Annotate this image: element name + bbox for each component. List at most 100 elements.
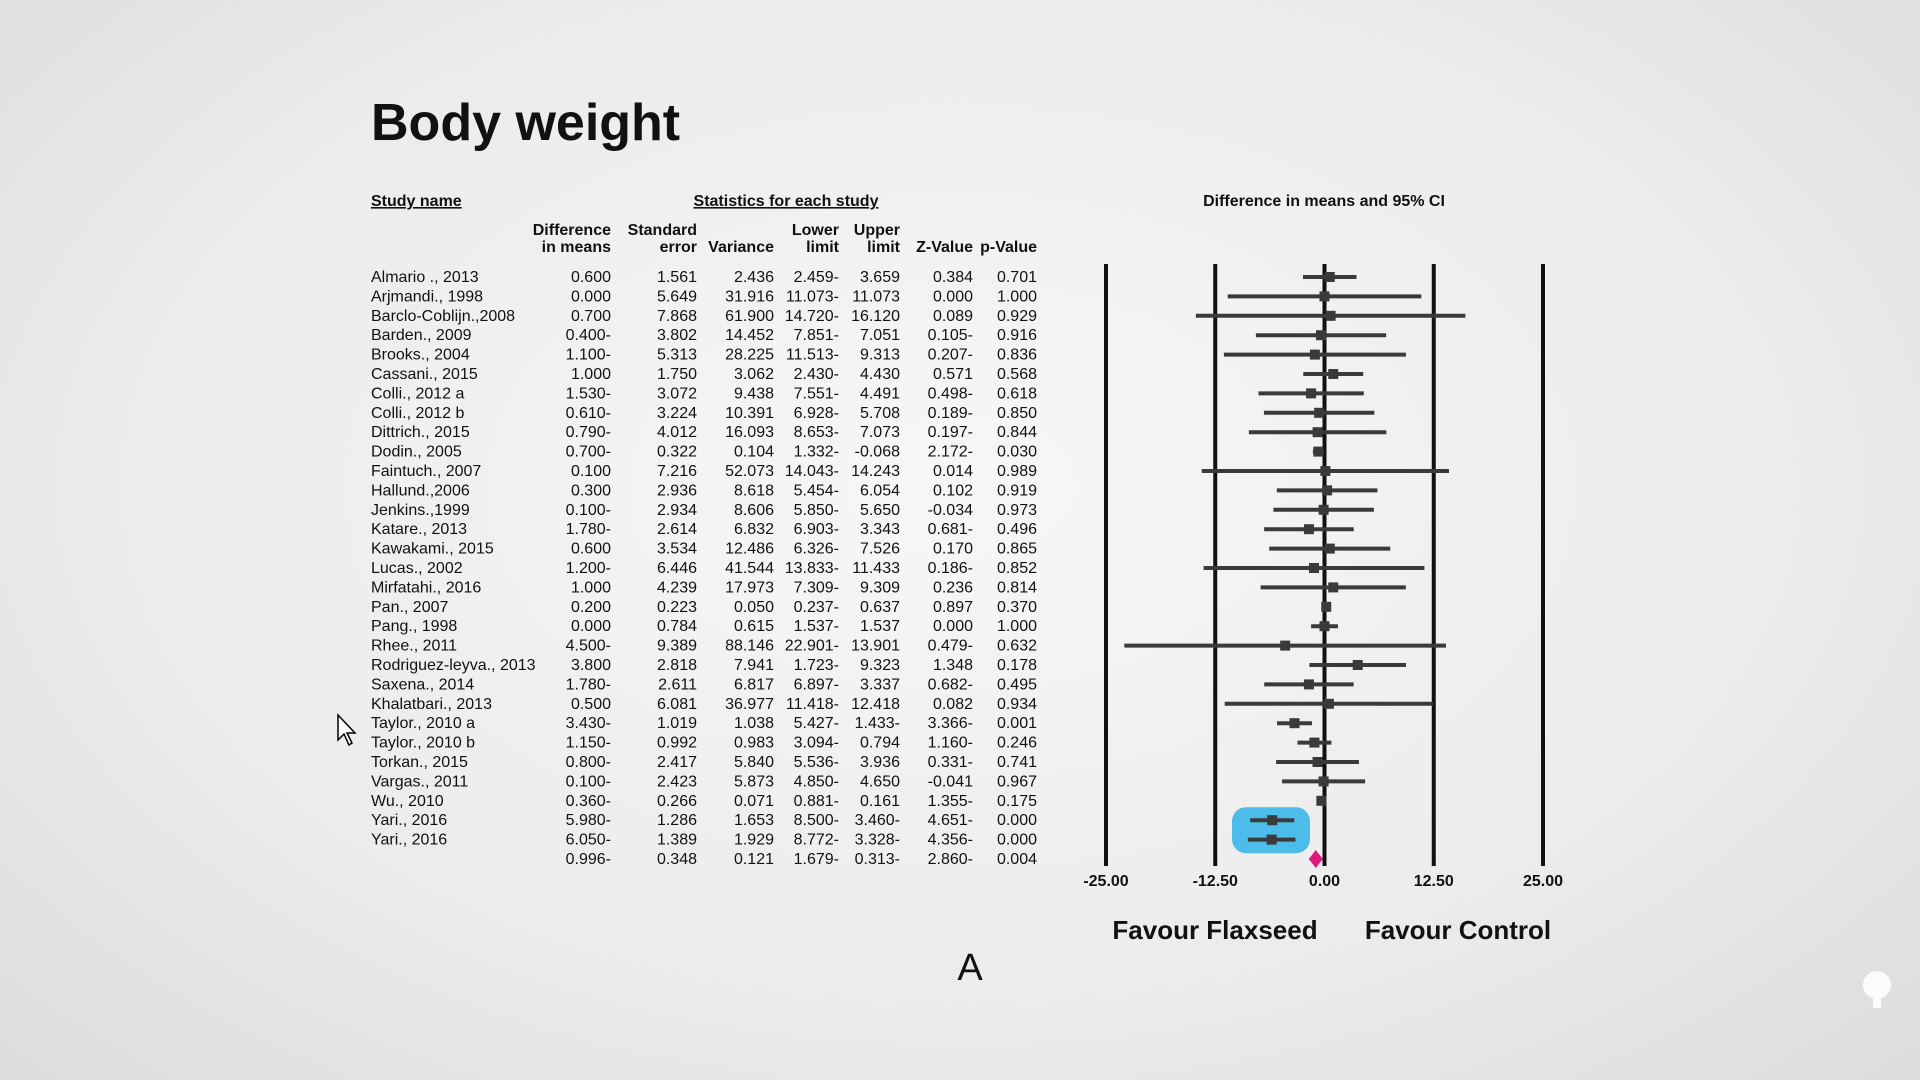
table-cell: -0.041 — [928, 773, 973, 790]
table-cell: 6.817 — [734, 676, 774, 693]
summary-cell: 1.679- — [794, 851, 839, 868]
table-cell: 9.313 — [860, 347, 900, 364]
column-header: error — [660, 239, 697, 256]
table-cell: 0.189- — [928, 405, 973, 422]
table-cell: 13.901 — [851, 638, 900, 655]
table-cell: 3.094- — [794, 735, 839, 752]
point-estimate — [1352, 660, 1363, 670]
table-cell: 0.400- — [566, 327, 611, 344]
table-cell: 0.814 — [997, 579, 1037, 596]
table-cell: 3.328- — [855, 832, 900, 849]
table-cell: 0.000 — [997, 812, 1037, 829]
table-cell: 0.197- — [928, 424, 973, 441]
table-cell: 0.498- — [928, 385, 973, 402]
summary-cell: 0.004 — [997, 851, 1037, 868]
table-cell: 7.526 — [860, 541, 900, 558]
table-cell: 1.653 — [734, 812, 774, 829]
table-cell: 4.651- — [928, 812, 973, 829]
study-name: Rhee., 2011 — [371, 638, 457, 655]
column-header: Upper — [854, 222, 900, 239]
table-cell: 6.081 — [657, 696, 697, 713]
table-cell: 0.105- — [928, 327, 973, 344]
table-cell: 0.300 — [571, 482, 611, 499]
table-cell: 3.366- — [928, 715, 973, 732]
table-cell: 1.780- — [566, 676, 611, 693]
table-cell: 0.500 — [571, 696, 611, 713]
study-name: Barclo-Coblijn.,2008 — [371, 308, 515, 325]
table-cell: 0.934 — [997, 696, 1037, 713]
table-cell: 6.928- — [794, 405, 839, 422]
table-cell: 5.313 — [657, 347, 697, 364]
table-cell: 1.530- — [566, 385, 611, 402]
group-header: Statistics for each study — [694, 193, 879, 210]
table-cell: 0.637 — [860, 599, 900, 616]
table-cell: 14.243 — [851, 463, 900, 480]
point-estimate — [1309, 737, 1320, 748]
study-name: Colli., 2012 b — [371, 405, 464, 422]
study-name: Arjmandi., 1998 — [371, 288, 483, 305]
table-cell: 11.513- — [786, 347, 839, 364]
table-cell: 2.417 — [657, 754, 697, 771]
table-cell: 36.977 — [725, 696, 774, 713]
table-cell: 61.900 — [725, 308, 774, 325]
title: Body weight — [371, 94, 680, 152]
table-cell: 1.348 — [933, 657, 973, 674]
table-cell: 5.850- — [794, 502, 839, 519]
point-estimate — [1266, 834, 1277, 845]
table-cell: 3.800 — [571, 657, 611, 674]
table-cell: 2.818 — [657, 657, 697, 674]
table-cell: 0.682- — [928, 676, 973, 693]
table-cell: 2.936 — [657, 482, 697, 499]
study-name: Faintuch., 2007 — [371, 463, 481, 480]
summary-cell: 0.348 — [657, 851, 697, 868]
study-name: Taylor., 2010 a — [371, 715, 475, 732]
column-header: in means — [542, 239, 611, 256]
table-cell: 14.452 — [725, 327, 774, 344]
point-estimate — [1306, 388, 1317, 399]
point-estimate — [1309, 349, 1320, 360]
table-cell: 1.537 — [860, 618, 900, 635]
point-estimate — [1316, 795, 1327, 806]
table-cell: 0.384 — [933, 269, 973, 286]
table-cell: 0.102 — [933, 482, 973, 499]
table-cell: 0.186- — [928, 560, 973, 577]
table-cell: 88.146 — [725, 638, 774, 655]
table-cell: 1.561 — [657, 269, 697, 286]
table-cell: 5.649 — [657, 288, 697, 305]
table-cell: 0.071 — [734, 793, 774, 810]
summary-diamond — [1308, 850, 1323, 868]
table-cell: 14.720- — [785, 308, 839, 325]
table-cell: 4.356- — [928, 832, 973, 849]
study-name: Dittrich., 2015 — [371, 424, 470, 441]
table-cell: 2.614 — [657, 521, 697, 538]
table-cell: 52.073 — [725, 463, 774, 480]
study-name: Rodriguez-leyva., 2013 — [371, 657, 536, 674]
table-cell: 0.700 — [571, 308, 611, 325]
table-cell: 0.001 — [997, 715, 1037, 732]
table-cell: 1.000 — [997, 288, 1037, 305]
table-cell: 3.224 — [657, 405, 697, 422]
study-name: Wu., 2010 — [371, 793, 444, 810]
table-cell: 4.500- — [566, 638, 611, 655]
table-cell: 6.832 — [734, 521, 774, 538]
table-cell: 0.104 — [734, 444, 774, 461]
table-cell: 3.072 — [657, 385, 697, 402]
table-cell: 0.100- — [566, 773, 611, 790]
table-cell: 1.000 — [571, 366, 611, 383]
table-cell: 5.536- — [794, 754, 839, 771]
point-estimate — [1328, 582, 1339, 593]
table-cell: 0.701 — [997, 269, 1037, 286]
table-cell: 0.850 — [997, 405, 1037, 422]
table-cell: 1.723- — [794, 657, 839, 674]
table-cell: 1.200- — [566, 560, 611, 577]
table-cell: 1.019 — [657, 715, 697, 732]
column-header: limit — [867, 239, 901, 256]
point-estimate — [1319, 291, 1330, 302]
table-cell: 0.919 — [997, 482, 1037, 499]
table-cell: 0.170 — [933, 541, 973, 558]
study-name: Almario ., 2013 — [371, 269, 479, 286]
x-tick-label: 0.00 — [1309, 873, 1340, 890]
table-cell: 0.089 — [933, 308, 973, 325]
table-cell: 0.000 — [571, 288, 611, 305]
point-estimate — [1319, 621, 1330, 632]
